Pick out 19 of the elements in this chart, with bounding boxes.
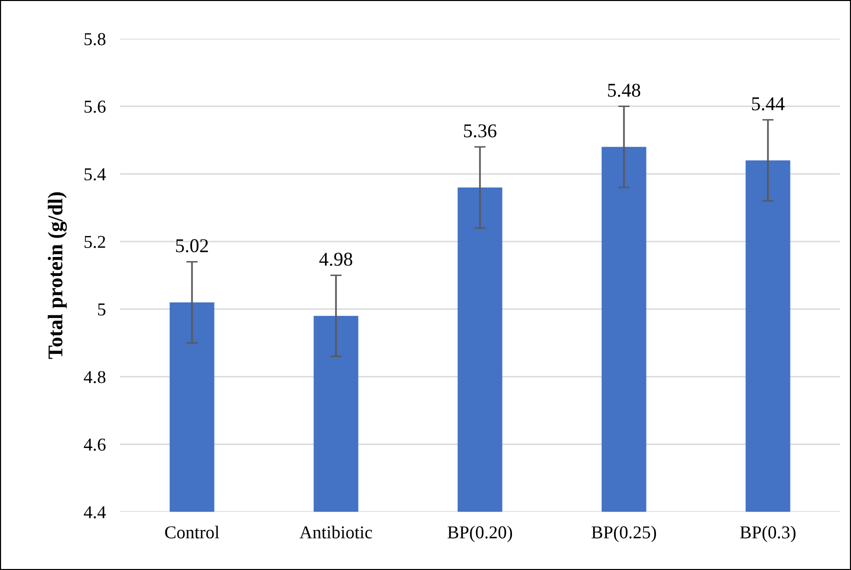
- y-tick-label: 5.6: [84, 100, 106, 113]
- y-tick-label: 5.8: [84, 33, 106, 46]
- y-tick-label: 5.2: [84, 236, 106, 248]
- x-tick-label: Control: [165, 526, 220, 538]
- y-tick-label: 5: [98, 304, 106, 316]
- data-label: 5.44: [752, 97, 785, 110]
- y-tick-label: 4.4: [84, 506, 106, 518]
- y-axis-title: Total protein (g/dl): [48, 192, 67, 359]
- x-tick-label: BP(0.20): [448, 526, 512, 542]
- data-label: 4.98: [319, 252, 352, 266]
- data-label: 5.02: [176, 239, 208, 252]
- x-tick-label: BP(0.25): [592, 526, 656, 542]
- y-tick-label: 4.8: [84, 370, 106, 384]
- x-tick-label: BP(0.3): [740, 526, 796, 542]
- data-label: 5.36: [464, 124, 496, 138]
- x-tick-label: Antibiotic: [300, 526, 372, 538]
- y-tick-label: 5.4: [84, 168, 106, 180]
- y-tick-label: 4.6: [84, 438, 106, 451]
- data-label: 5.48: [608, 84, 640, 97]
